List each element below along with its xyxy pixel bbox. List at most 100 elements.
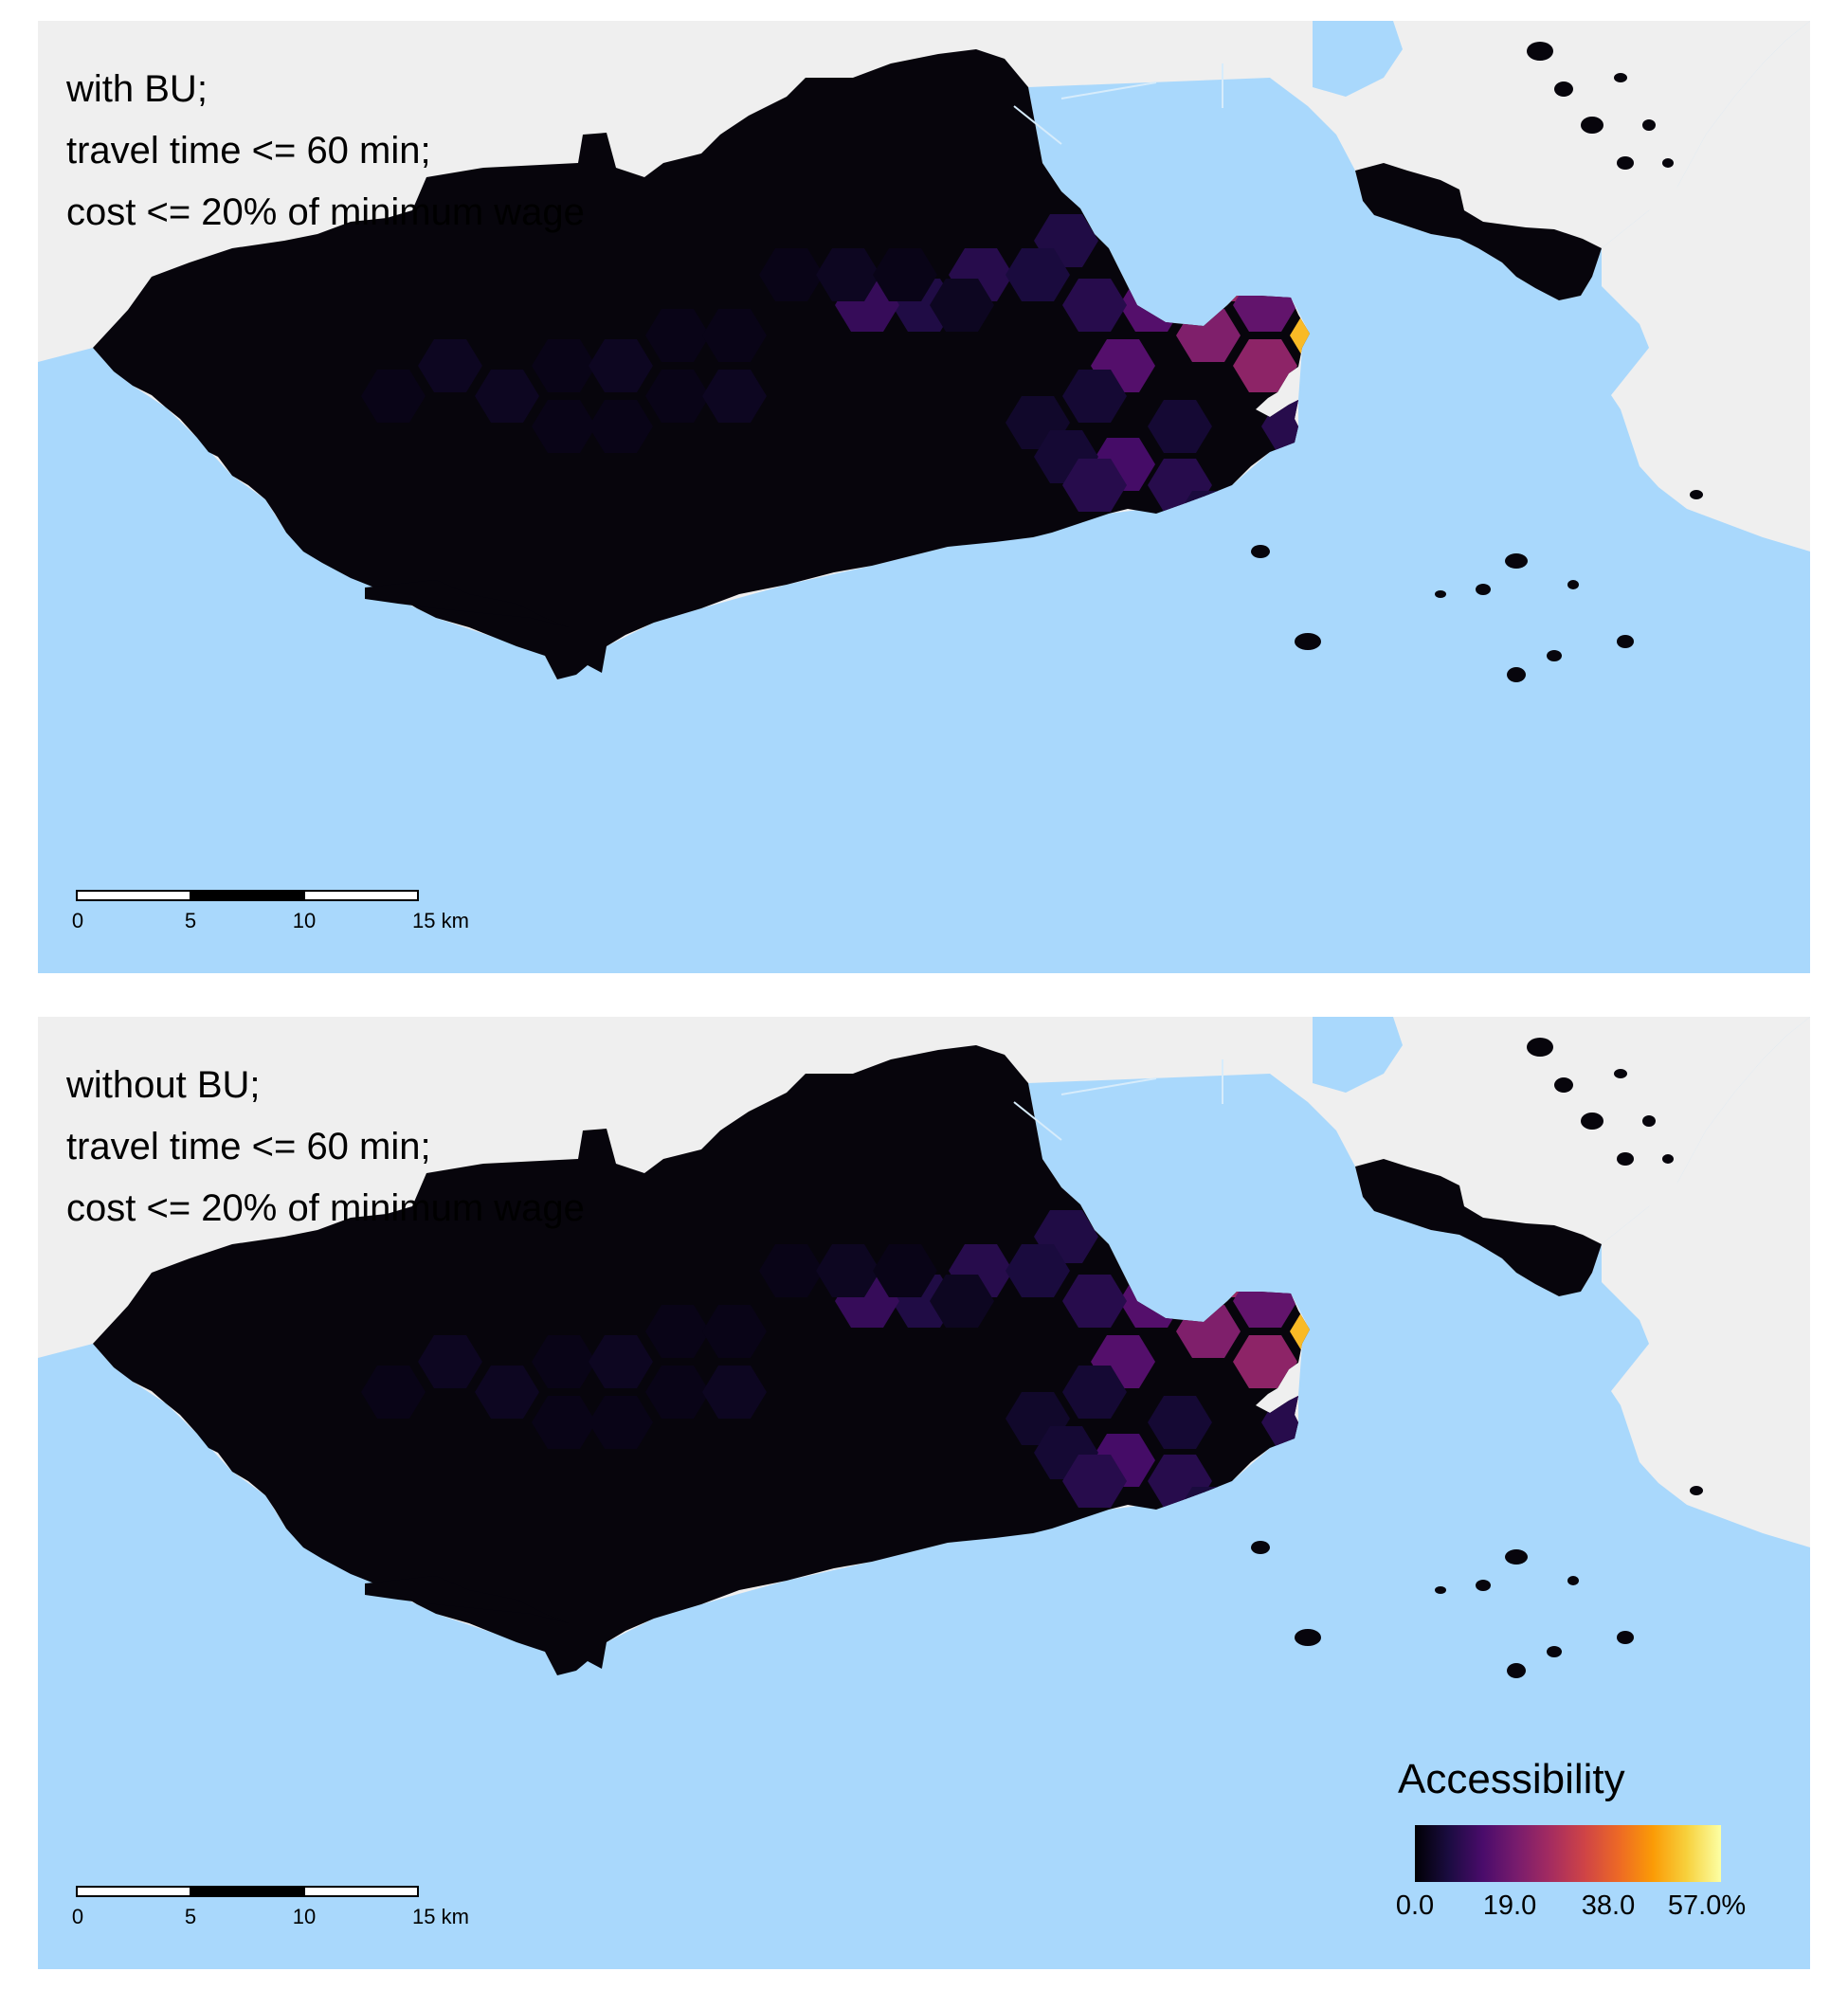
islet xyxy=(1505,553,1528,569)
caption-line: cost <= 20% of minimum wage xyxy=(66,191,585,233)
scale-label: 15 km xyxy=(412,909,469,932)
island xyxy=(365,1576,569,1623)
scale-label: 0 xyxy=(71,1905,84,1928)
city-area xyxy=(93,49,1310,679)
hex-cell xyxy=(1233,339,1297,392)
legend-label: 19.0 xyxy=(1482,1890,1537,1921)
islet xyxy=(1581,117,1603,134)
map-canvas xyxy=(38,1017,1810,1969)
islet xyxy=(1507,667,1526,682)
caption-line: travel time <= 60 min; xyxy=(66,130,431,172)
islet xyxy=(1617,635,1634,648)
city-area xyxy=(93,1045,1310,1675)
legend: Accessibility 0.0 19.0 38.0 57.0% xyxy=(1396,1756,1796,1964)
hex-cell xyxy=(361,1366,426,1419)
hex-cell xyxy=(1148,1396,1212,1449)
scale-segment xyxy=(190,890,305,901)
sea xyxy=(38,21,1810,973)
hex-cell xyxy=(645,1366,710,1419)
hex-cell xyxy=(589,339,653,392)
hex-cell xyxy=(1062,1366,1127,1419)
neighbor-land xyxy=(1602,1017,1810,1547)
islet xyxy=(1617,1152,1634,1166)
islet xyxy=(1567,1576,1579,1585)
hex-cell xyxy=(1006,1244,1070,1297)
scale-segment xyxy=(303,890,419,901)
islet xyxy=(1527,1038,1553,1057)
hex-cell xyxy=(816,1244,880,1297)
scale-label: 5 xyxy=(184,1905,197,1928)
caption-line: without BU; xyxy=(66,1064,261,1106)
scale-label: 10 xyxy=(292,1905,317,1928)
islet xyxy=(1435,1586,1446,1594)
road xyxy=(1060,81,1157,100)
islet xyxy=(1554,1077,1573,1093)
islet xyxy=(1547,1646,1562,1657)
road xyxy=(1013,1101,1062,1141)
hex-cell xyxy=(702,1305,767,1358)
hex-cell xyxy=(1062,1275,1127,1328)
map-caption: without BU; travel time <= 60 min; cost … xyxy=(66,1055,585,1239)
legend-color-bar xyxy=(1415,1825,1721,1882)
hex-cell xyxy=(645,309,710,362)
hex-cell xyxy=(1148,400,1212,453)
hex-cell xyxy=(418,339,482,392)
hex-cell xyxy=(873,248,937,301)
islet xyxy=(1505,1549,1528,1565)
hex-cell xyxy=(475,1366,539,1419)
islet xyxy=(1547,650,1562,661)
hex-cell xyxy=(589,400,653,453)
hex-cell xyxy=(1006,248,1070,301)
scale-label: 10 xyxy=(292,909,317,932)
hex-cell xyxy=(532,339,596,392)
caption-line: cost <= 20% of minimum wage xyxy=(66,1187,585,1229)
scale-segment xyxy=(190,1886,305,1897)
hex-cell xyxy=(418,1335,482,1388)
scale-segment xyxy=(76,1886,191,1897)
legend-label: 38.0 xyxy=(1581,1890,1636,1921)
islet xyxy=(1295,633,1321,650)
hex-cell xyxy=(1062,370,1127,423)
hex-cell xyxy=(589,1335,653,1388)
road xyxy=(1013,105,1062,145)
islet xyxy=(1642,1115,1656,1127)
hex-cell xyxy=(645,370,710,423)
hex-cell xyxy=(475,370,539,423)
hex-cell xyxy=(702,370,767,423)
map-caption: with BU; travel time <= 60 min; cost <= … xyxy=(66,59,585,244)
islet xyxy=(1527,42,1553,61)
hex-cell xyxy=(645,1305,710,1358)
hex-cell xyxy=(930,279,994,332)
scale-bar: 0 5 10 15 km xyxy=(72,1886,469,1943)
islet xyxy=(1662,158,1674,168)
hex-cell xyxy=(1062,459,1127,512)
hex-cell xyxy=(702,1366,767,1419)
governador-island xyxy=(1355,163,1602,300)
island xyxy=(365,580,569,627)
legend-label: 57.0% xyxy=(1667,1890,1747,1921)
islet xyxy=(1617,156,1634,170)
islet xyxy=(1567,580,1579,589)
scale-bar: 0 5 10 15 km xyxy=(72,890,469,947)
hex-cell xyxy=(1062,1455,1127,1508)
hex-cell xyxy=(532,400,596,453)
islet xyxy=(1554,81,1573,97)
islet xyxy=(1617,1631,1634,1644)
sea xyxy=(38,1017,1810,1969)
caption-line: travel time <= 60 min; xyxy=(66,1126,431,1167)
hex-cell xyxy=(930,1275,994,1328)
hex-cell xyxy=(759,1244,824,1297)
map-panel-without-bu: without BU; travel time <= 60 min; cost … xyxy=(38,1017,1810,1969)
islet xyxy=(1662,1154,1674,1164)
hex-cell xyxy=(759,248,824,301)
islet xyxy=(1581,1113,1603,1130)
islet xyxy=(1507,1663,1526,1678)
islet xyxy=(1614,1069,1627,1078)
sea xyxy=(1313,1017,1403,1093)
hex-cell xyxy=(816,248,880,301)
hex-cell xyxy=(589,1396,653,1449)
road xyxy=(1060,1077,1157,1095)
scale-segment xyxy=(76,890,191,901)
neighbor-land xyxy=(1602,21,1810,552)
caption-line: with BU; xyxy=(66,68,208,110)
